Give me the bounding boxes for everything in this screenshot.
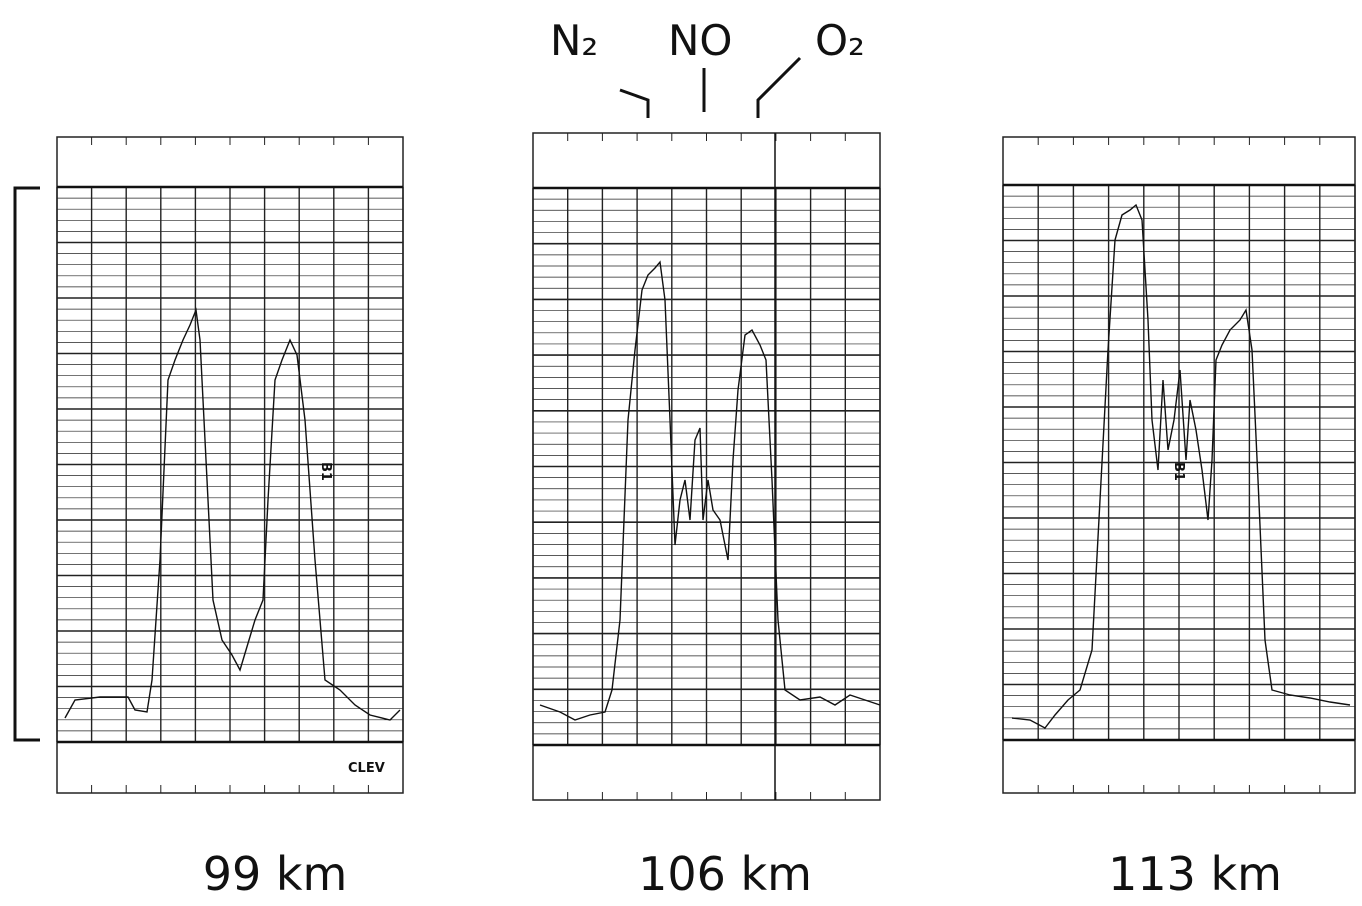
chart-panel: B1 113 km: [1002, 136, 1356, 901]
annotation: CLEV: [348, 761, 385, 776]
trace: [64, 307, 401, 721]
panels: B1 CLEV 99 km 106 km B1 113 km: [56, 132, 1356, 901]
altitude-caption: 113 km: [1108, 847, 1282, 901]
annotation: B1: [318, 462, 333, 481]
chart-panel: 106 km: [532, 132, 881, 901]
altitude-caption: 106 km: [638, 847, 812, 901]
species-label: N₂: [550, 16, 598, 65]
altitude-caption: 99 km: [203, 847, 348, 901]
species-label: NO: [668, 16, 732, 65]
species-markers: [619, 56, 802, 118]
chart-panel: B1 CLEV 99 km: [56, 136, 404, 901]
scale-bracket: [13, 186, 40, 742]
trace: [539, 260, 881, 721]
species-label: O₂: [815, 16, 865, 65]
annotation: B1: [1171, 462, 1186, 481]
trace: [1011, 203, 1351, 729]
